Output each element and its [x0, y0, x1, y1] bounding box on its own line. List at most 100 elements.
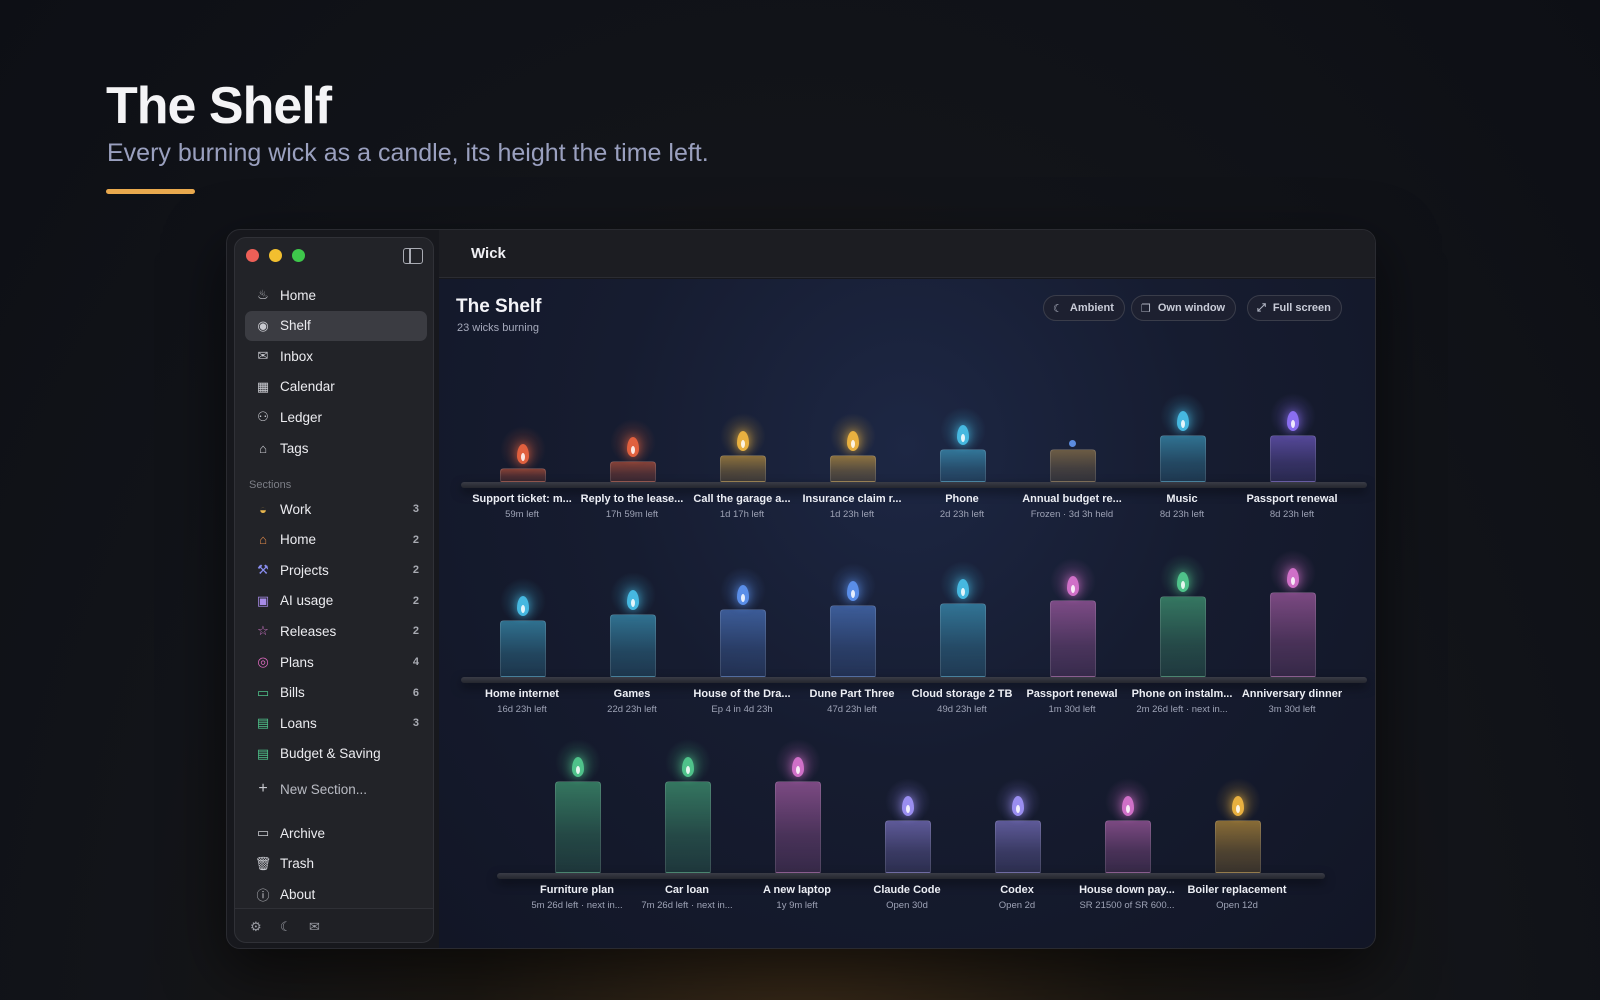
- candle[interactable]: Passport renewal 8d 23h left: [1237, 282, 1347, 522]
- candle-body: [1215, 820, 1261, 873]
- tag-icon: ⌂: [259, 440, 267, 456]
- candle[interactable]: Dune Part Three 47d 23h left: [797, 477, 907, 717]
- flame-icon: [1287, 568, 1299, 588]
- sidebar-item-projects[interactable]: ⚒ Projects 2: [245, 555, 427, 585]
- candle[interactable]: Claude Code Open 30d: [852, 673, 962, 913]
- full-screen-button[interactable]: ⤢ Full screen: [1247, 295, 1342, 321]
- sections-heading: Sections: [249, 479, 292, 491]
- candle[interactable]: Codex Open 2d: [962, 673, 1072, 913]
- hero-title: The Shelf: [106, 77, 332, 135]
- flame-icon: [1177, 572, 1189, 592]
- candle[interactable]: Anniversary dinner 3m 30d left: [1237, 477, 1347, 717]
- ambient-button[interactable]: ☾ Ambient: [1043, 295, 1125, 321]
- candle[interactable]: Boiler replacement Open 12d: [1182, 673, 1292, 913]
- card-icon: ▭: [256, 684, 270, 700]
- candle[interactable]: Reply to the lease... 17h 59m left: [577, 282, 687, 522]
- archive-icon: ▭: [256, 825, 270, 840]
- sidebar-item-label: Work: [280, 501, 312, 517]
- flame-icon: [847, 581, 859, 601]
- candle[interactable]: Call the garage a... 1d 17h left: [687, 282, 797, 522]
- sidebar-item-loans[interactable]: ▤ Loans 3: [245, 708, 427, 738]
- candle-body: [500, 468, 546, 482]
- candle[interactable]: Support ticket: m... 59m left: [467, 282, 577, 522]
- shelf-board: [461, 482, 1367, 488]
- banknote-icon: ▤: [256, 715, 270, 731]
- candle[interactable]: Phone on instalm... 2m 26d left · next in…: [1127, 477, 1237, 717]
- candle-body: [1105, 820, 1151, 873]
- sidebar-item-tags[interactable]: ⌂ Tags: [245, 433, 427, 463]
- shelf-view: The Shelf 23 wicks burning ☾ Ambient ❐ O…: [439, 279, 1375, 948]
- sidebar-toggle-icon[interactable]: [403, 248, 423, 264]
- sidebar-item-shelf[interactable]: ◉ Shelf: [245, 310, 427, 341]
- sidebar-item-work[interactable]: ◒ Work 3: [245, 494, 427, 524]
- flame-icon: [1287, 411, 1299, 431]
- sidebar-item-about[interactable]: ⓘ About: [245, 879, 427, 909]
- candle-body: [555, 781, 601, 873]
- own-window-button[interactable]: ❐ Own window: [1131, 295, 1237, 321]
- sidebar-item-archive[interactable]: ▭ Archive: [245, 818, 427, 848]
- candle[interactable]: Games 22d 23h left: [577, 477, 687, 717]
- sidebar-bottom-bar: ⚙ ☾ ✉: [235, 908, 433, 942]
- candle-body: [720, 609, 766, 677]
- candle-name: A new laptop: [762, 884, 832, 896]
- sidebar-item-plans[interactable]: ◎ Plans 4: [245, 647, 427, 677]
- candle-body: [720, 455, 766, 482]
- candle[interactable]: Phone 2d 23h left: [907, 282, 1017, 522]
- flame-icon: [517, 596, 529, 616]
- candle-body: [500, 620, 546, 677]
- candle[interactable]: Home internet 16d 23h left: [467, 477, 577, 717]
- candle-body: [610, 614, 656, 677]
- candle[interactable]: Cloud storage 2 TB 49d 23h left: [907, 477, 1017, 717]
- sidebar-item-label: Calendar: [280, 379, 335, 395]
- minimize-window-button[interactable]: [269, 249, 282, 262]
- candle-name: Codex: [1000, 884, 1034, 896]
- sidebar-item-home[interactable]: ⌂ Home 2: [245, 525, 427, 555]
- sidebar-item-trash[interactable]: 🗑 Trash: [245, 849, 427, 879]
- candle[interactable]: Annual budget re... Frozen · 3d 3h held: [1017, 282, 1127, 522]
- zoom-window-button[interactable]: [292, 249, 305, 262]
- expand-icon: ⤢: [1257, 301, 1266, 314]
- new-section-button[interactable]: + New Section...: [245, 774, 427, 804]
- sidebar-item-home[interactable]: ♨ Home: [245, 280, 427, 310]
- section-count: 3: [412, 717, 419, 730]
- close-window-button[interactable]: [246, 249, 259, 262]
- title-bar: [439, 230, 1375, 278]
- wick-count: 23 wicks burning: [457, 322, 539, 334]
- house-icon: ⌂: [259, 532, 267, 548]
- sidebar-item-releases[interactable]: ☆ Releases 2: [245, 616, 427, 646]
- sidebar-item-bills[interactable]: ▭ Bills 6: [245, 678, 427, 708]
- people-icon: ⚇: [257, 409, 269, 425]
- sidebar-item-ledger[interactable]: ⚇ Ledger: [245, 402, 427, 432]
- calendar-icon: ▦: [256, 378, 270, 394]
- moon-icon[interactable]: ☾: [280, 919, 292, 934]
- sidebar-item-calendar[interactable]: ▦ Calendar: [245, 372, 427, 402]
- sidebar-item-inbox[interactable]: ✉ Inbox: [245, 341, 427, 371]
- sidebar: Sections + New Section... ⚙ ☾ ✉ ♨ Home ◉ Sh…: [234, 237, 434, 943]
- frozen-wick-icon: [1069, 440, 1076, 447]
- sidebar-item-ai-usage[interactable]: ▣ AI usage 2: [245, 586, 427, 616]
- target-icon: ◎: [257, 654, 269, 669]
- ambient-label: Ambient: [1069, 302, 1114, 314]
- sidebar-item-label: Projects: [280, 562, 329, 578]
- candle[interactable]: Passport renewal 1m 30d left: [1017, 477, 1127, 717]
- sidebar-item-budget-saving[interactable]: ▤ Budget & Saving: [245, 739, 427, 769]
- candle-body: [1160, 596, 1206, 677]
- mail-icon[interactable]: ✉: [309, 919, 320, 934]
- candle[interactable]: Music 8d 23h left: [1127, 282, 1237, 522]
- sidebar-item-label: Budget & Saving: [280, 746, 381, 762]
- candle[interactable]: Car loan 7m 26d left · next in...: [632, 673, 742, 913]
- candle[interactable]: Furniture plan 5m 26d left · next in...: [522, 673, 632, 913]
- candle[interactable]: House down pay... SR 21500 of SR 600...: [1072, 673, 1182, 913]
- gear-icon[interactable]: ⚙: [250, 919, 262, 934]
- candle-icon: ◉: [257, 317, 269, 333]
- full-screen-label: Full screen: [1272, 302, 1331, 314]
- flame-icon: [902, 796, 914, 816]
- window-title: Wick: [471, 245, 506, 262]
- candle[interactable]: A new laptop 1y 9m left: [742, 673, 852, 913]
- candle-name: Furniture plan: [540, 884, 614, 896]
- candle[interactable]: Insurance claim r... 1d 23h left: [797, 282, 907, 522]
- sidebar-item-label: Loans: [280, 715, 317, 731]
- candle-time-left: Open 2d: [998, 900, 1036, 911]
- candle[interactable]: House of the Dra... Ep 4 in 4d 23h: [687, 477, 797, 717]
- shelf-board: [461, 677, 1367, 683]
